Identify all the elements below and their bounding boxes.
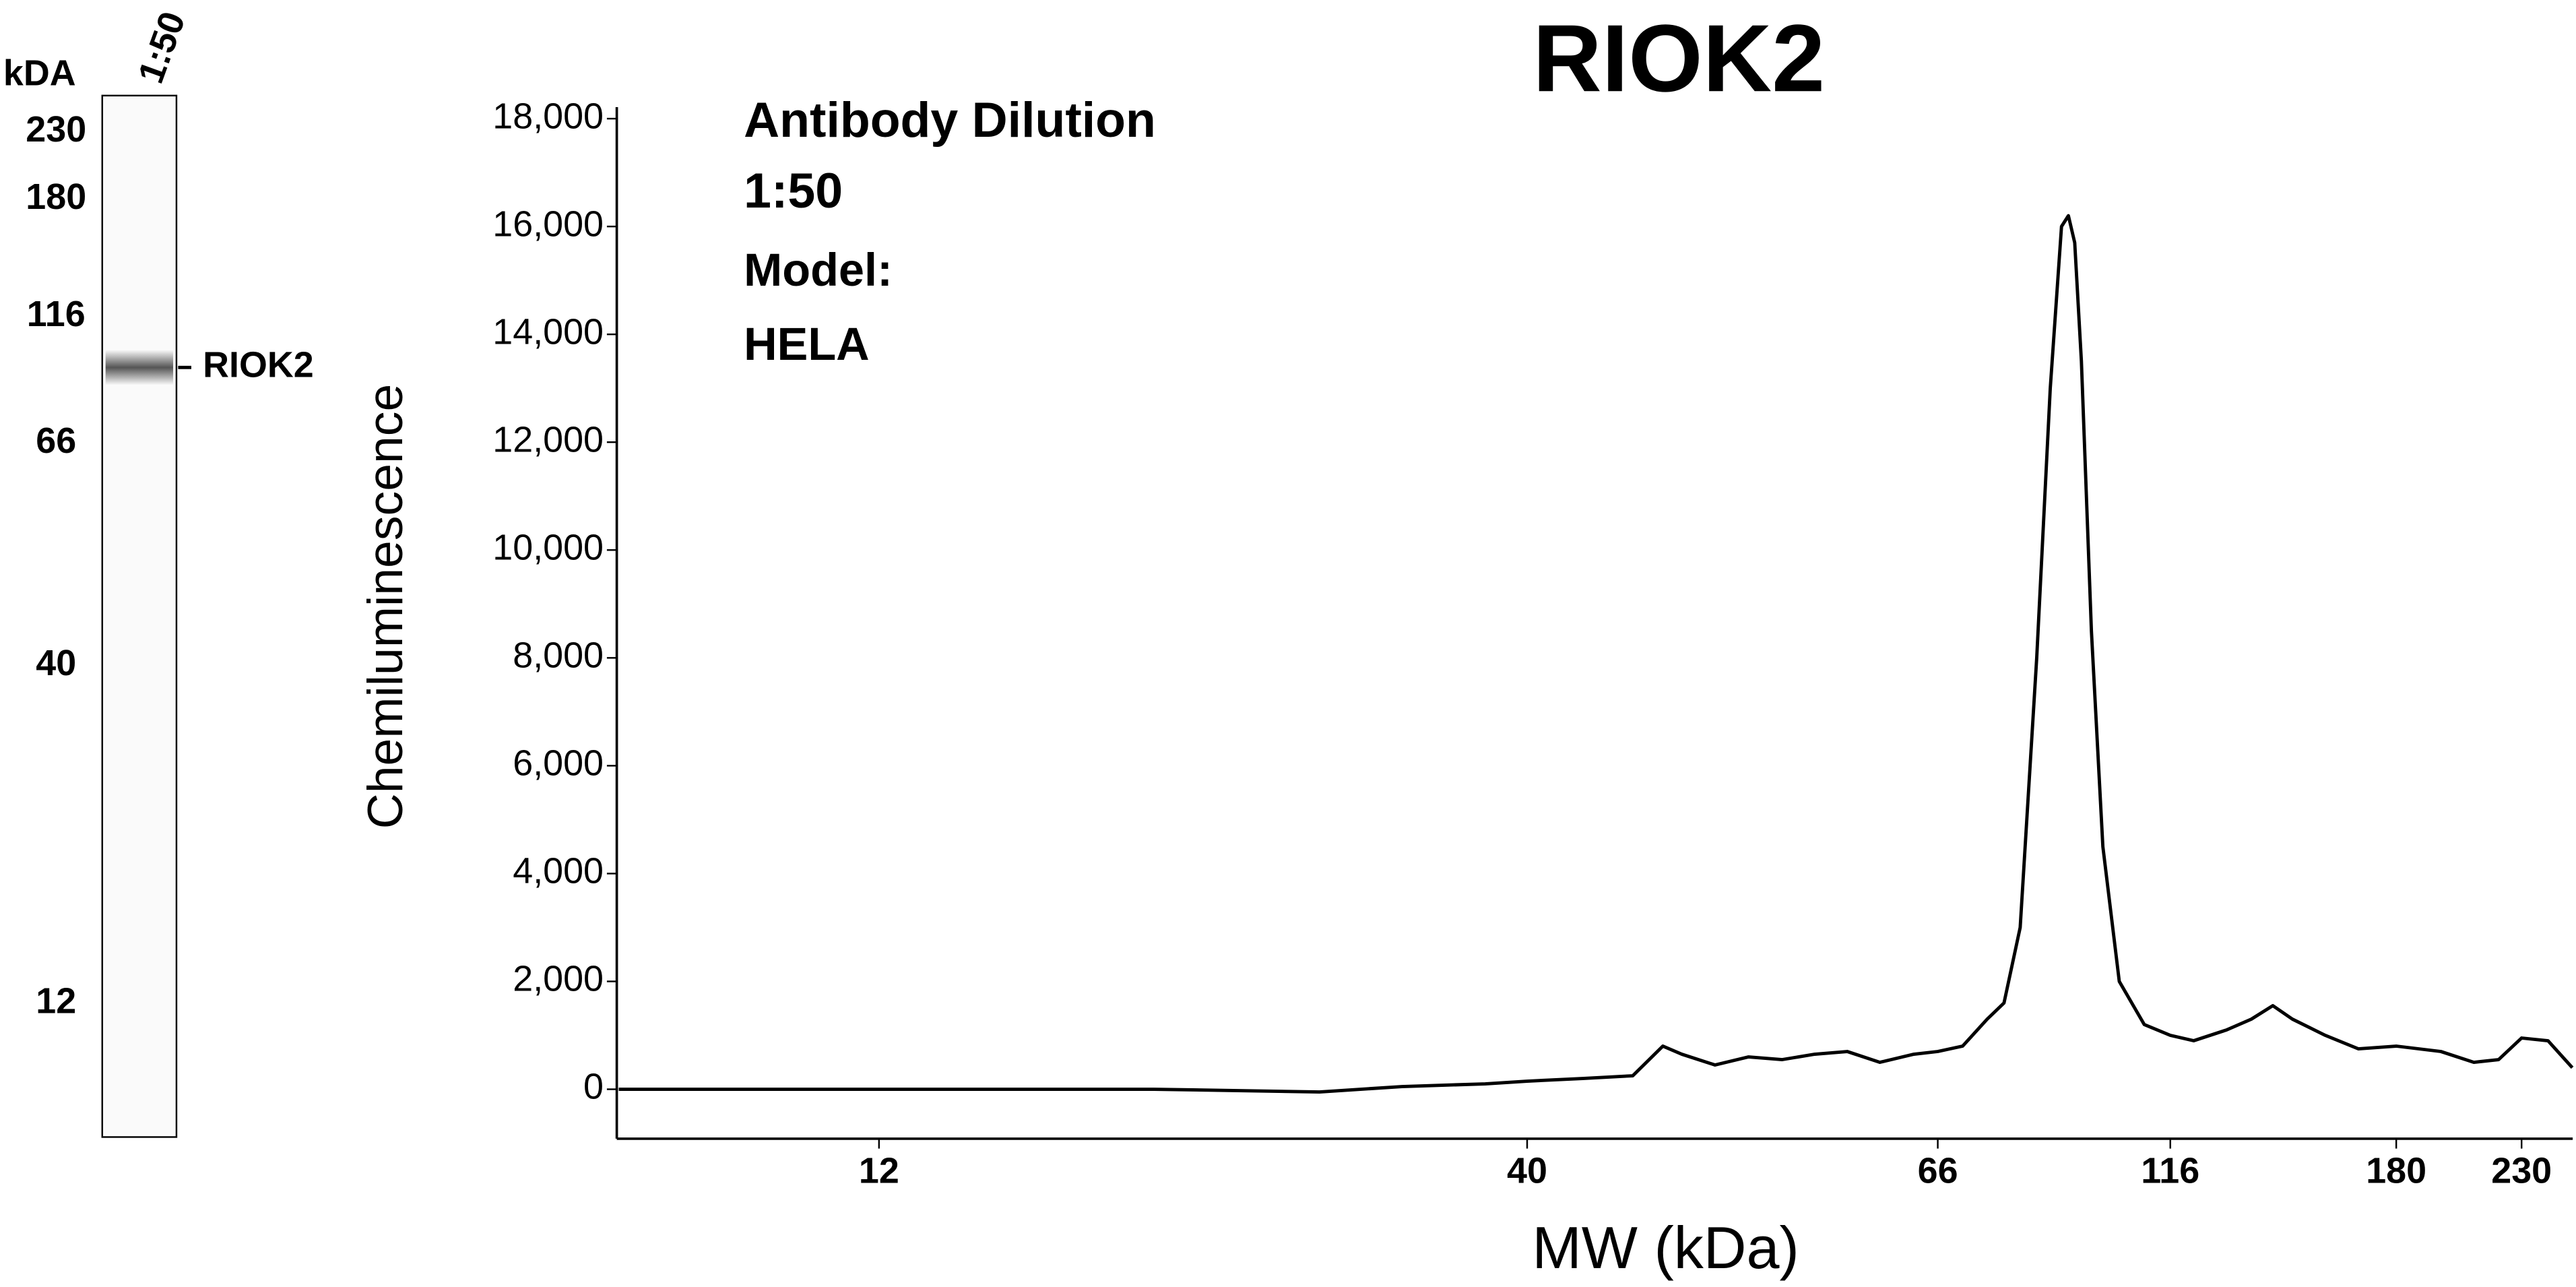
y-axis-title: Chemiluminescence <box>358 384 413 829</box>
x-tick-label: 66 <box>1918 1150 1958 1191</box>
band-label: RIOK2 <box>203 345 314 385</box>
x-tick-label: 180 <box>2366 1150 2426 1191</box>
lane-marker-label: 180 <box>26 177 86 217</box>
lane-marker-label: 116 <box>27 294 86 334</box>
x-tick-label: 12 <box>859 1150 899 1191</box>
y-tick-label: 16,000 <box>492 203 604 244</box>
y-tick-label: 0 <box>583 1067 604 1107</box>
lane-unit: kDA <box>3 53 76 94</box>
y-tick-label: 8,000 <box>513 635 604 676</box>
annotation: Model: <box>744 244 893 296</box>
y-tick-label: 4,000 <box>513 851 604 891</box>
x-tick-label: 40 <box>1507 1150 1547 1191</box>
lane-marker-label: 12 <box>36 981 76 1022</box>
lane-band <box>105 349 174 386</box>
x-tick-label: 116 <box>2141 1150 2199 1191</box>
y-tick-label: 10,000 <box>492 528 604 568</box>
y-tick-label: 6,000 <box>513 743 604 784</box>
annotation: 1:50 <box>744 163 843 218</box>
y-tick-label: 14,000 <box>492 311 604 352</box>
chart-title: RIOK2 <box>1533 5 1825 112</box>
x-tick-label: 230 <box>2491 1150 2552 1191</box>
lane-marker-label: 66 <box>36 420 76 461</box>
lane-marker-label: 40 <box>36 643 76 683</box>
y-tick-label: 12,000 <box>492 419 604 460</box>
annotation: HELA <box>744 318 870 370</box>
x-axis-title: MW (kDa) <box>1532 1214 1799 1281</box>
lane-marker-label: 230 <box>26 109 86 150</box>
annotation: Antibody Dilution <box>744 92 1156 148</box>
y-tick-label: 18,000 <box>492 96 604 136</box>
lane <box>101 94 178 1138</box>
y-tick-label: 2,000 <box>513 959 604 999</box>
data-line <box>618 214 2574 1094</box>
